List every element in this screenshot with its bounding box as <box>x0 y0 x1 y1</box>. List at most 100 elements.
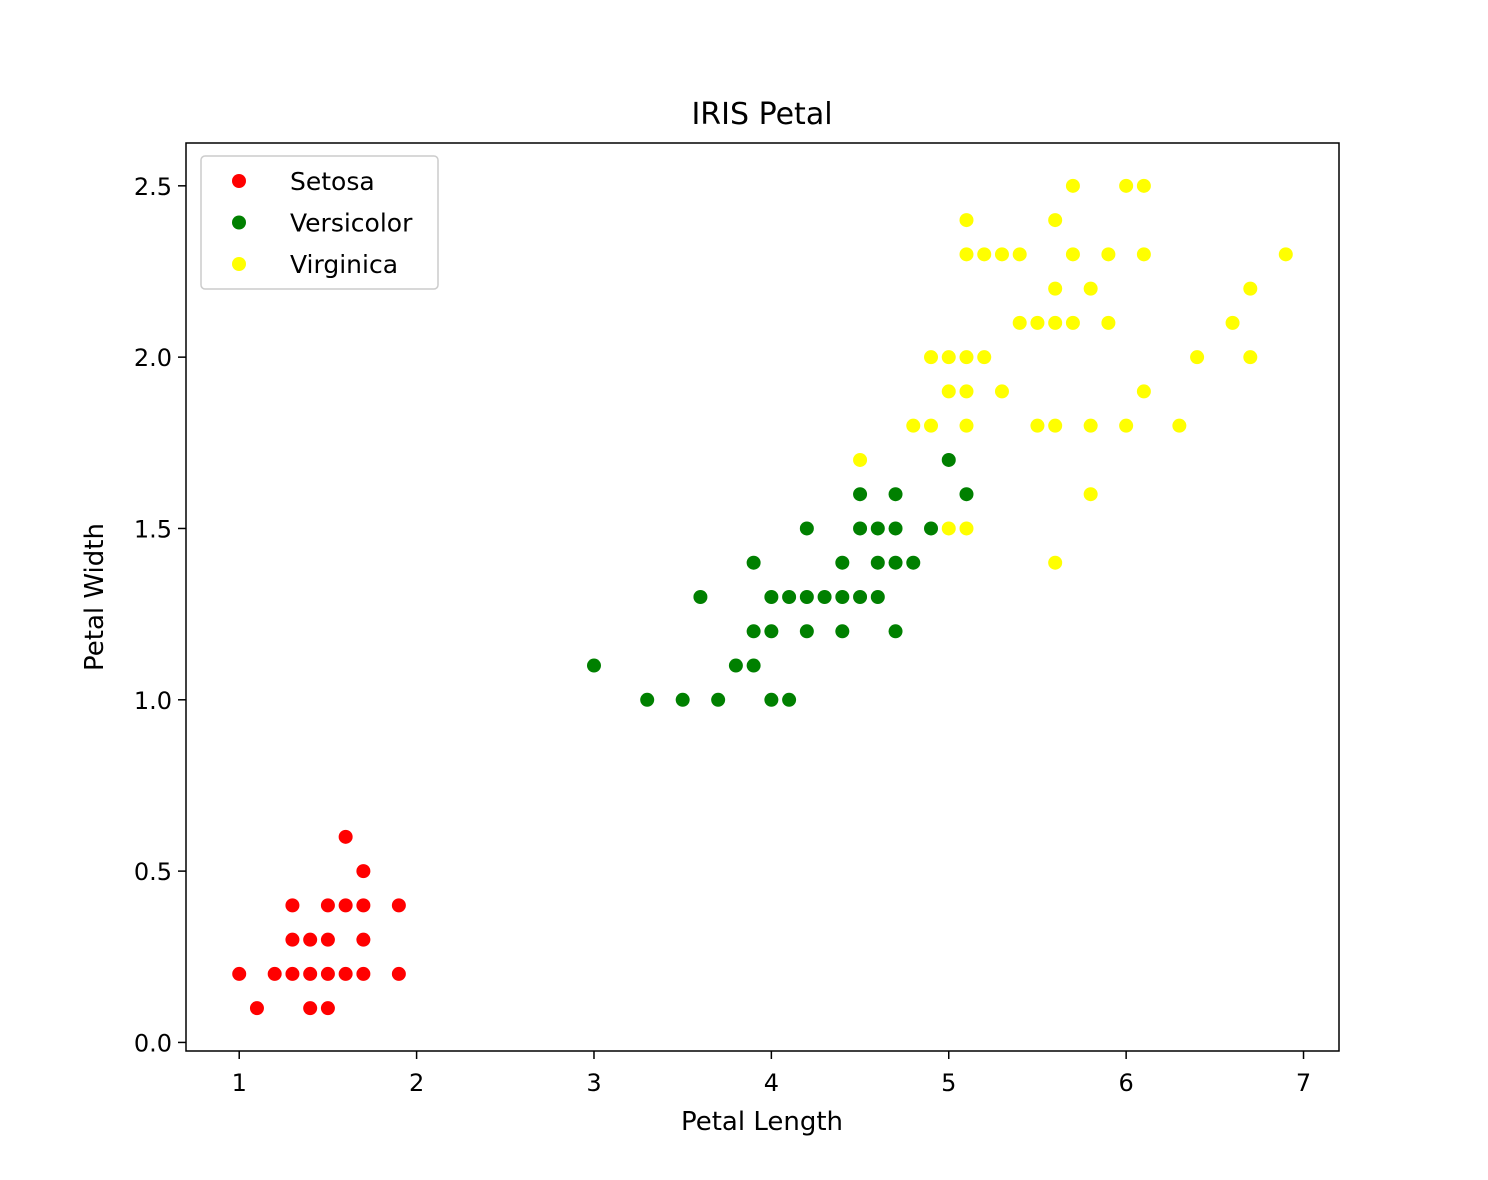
x-tick-label: 4 <box>764 1069 779 1097</box>
data-point <box>356 966 371 981</box>
data-point <box>1243 281 1258 296</box>
data-point <box>941 452 956 467</box>
data-point <box>959 350 974 365</box>
data-point <box>906 418 921 433</box>
data-point <box>746 624 761 639</box>
data-point <box>1136 247 1151 262</box>
data-point <box>285 898 300 913</box>
data-point <box>782 692 797 707</box>
data-point <box>853 452 868 467</box>
series-virginica <box>853 178 1293 570</box>
data-point <box>764 624 779 639</box>
data-point <box>994 384 1009 399</box>
data-point <box>817 590 832 604</box>
data-point <box>338 829 353 844</box>
data-point <box>1190 350 1205 365</box>
data-point <box>1101 315 1116 330</box>
data-point <box>338 898 353 913</box>
y-tick-label: 0.5 <box>134 858 172 886</box>
data-point <box>977 350 992 365</box>
data-point <box>338 966 353 981</box>
data-point <box>746 658 761 673</box>
data-point <box>888 521 903 536</box>
data-point <box>888 555 903 570</box>
data-point <box>249 1001 264 1016</box>
data-point <box>959 384 974 399</box>
data-point <box>1065 178 1080 193</box>
x-tick-label: 3 <box>586 1069 601 1097</box>
data-point <box>640 692 655 707</box>
data-point <box>959 487 974 502</box>
data-point <box>959 521 974 536</box>
data-point <box>693 590 708 604</box>
data-point <box>1012 247 1027 262</box>
data-point <box>1225 315 1240 330</box>
data-point <box>320 932 335 947</box>
series-setosa <box>232 829 406 1016</box>
x-tick-label: 5 <box>941 1069 956 1097</box>
series-versicolor <box>586 452 974 707</box>
data-point <box>232 966 247 981</box>
data-point <box>303 932 318 947</box>
legend: Setosa Versicolor Virginica <box>200 155 439 290</box>
data-point <box>303 966 318 981</box>
data-point <box>1278 247 1293 262</box>
data-point <box>924 521 939 536</box>
data-point <box>303 1001 318 1016</box>
data-point <box>924 418 939 433</box>
data-point <box>799 624 814 639</box>
data-point <box>941 384 956 399</box>
data-point <box>1172 418 1187 433</box>
y-tick-label: 2.5 <box>134 173 172 201</box>
data-point <box>1048 418 1063 433</box>
data-point <box>924 350 939 365</box>
x-tick-label: 2 <box>409 1069 424 1097</box>
x-tick-label: 7 <box>1296 1069 1311 1097</box>
data-point <box>1065 315 1080 330</box>
data-point <box>320 898 335 913</box>
data-point <box>888 487 903 502</box>
data-point <box>799 521 814 536</box>
legend-box <box>200 155 439 290</box>
legend-label: Versicolor <box>290 209 413 238</box>
data-point <box>1030 418 1045 433</box>
data-point <box>959 418 974 433</box>
data-point <box>870 555 885 570</box>
data-point <box>959 247 974 262</box>
y-tick-label: 1.0 <box>134 687 172 715</box>
data-point <box>267 966 282 981</box>
data-point <box>1083 281 1098 296</box>
data-points <box>232 178 1293 1016</box>
data-point <box>835 624 850 639</box>
data-point <box>835 555 850 570</box>
data-point <box>1083 418 1098 433</box>
data-point <box>1030 315 1045 330</box>
x-tick-label: 6 <box>1118 1069 1133 1097</box>
data-point <box>888 624 903 639</box>
data-point <box>870 521 885 536</box>
data-point <box>1048 315 1063 330</box>
data-point <box>1048 281 1063 296</box>
data-point <box>1065 247 1080 262</box>
data-point <box>320 1001 335 1016</box>
data-point <box>1119 178 1134 193</box>
x-tick-label: 1 <box>232 1069 247 1097</box>
data-point <box>853 590 868 604</box>
legend-label: Setosa <box>290 167 375 196</box>
data-point <box>320 966 335 981</box>
data-point <box>1048 555 1063 570</box>
data-point <box>285 966 300 981</box>
data-point <box>799 590 814 604</box>
data-point <box>586 658 601 673</box>
data-point <box>391 966 406 981</box>
data-point <box>1243 350 1258 365</box>
data-point <box>906 555 921 570</box>
data-point <box>356 898 371 913</box>
x-axis: 1 2 3 4 5 6 7 <box>232 1051 1311 1097</box>
data-point <box>711 692 726 707</box>
data-point <box>941 521 956 536</box>
data-point <box>285 932 300 947</box>
x-axis-label: Petal Length <box>681 1107 843 1137</box>
data-point <box>1083 487 1098 502</box>
